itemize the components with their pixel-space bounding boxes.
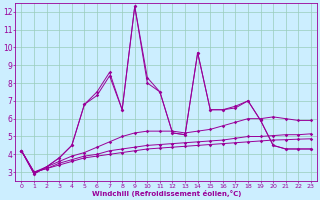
X-axis label: Windchill (Refroidissement éolien,°C): Windchill (Refroidissement éolien,°C): [92, 190, 241, 197]
